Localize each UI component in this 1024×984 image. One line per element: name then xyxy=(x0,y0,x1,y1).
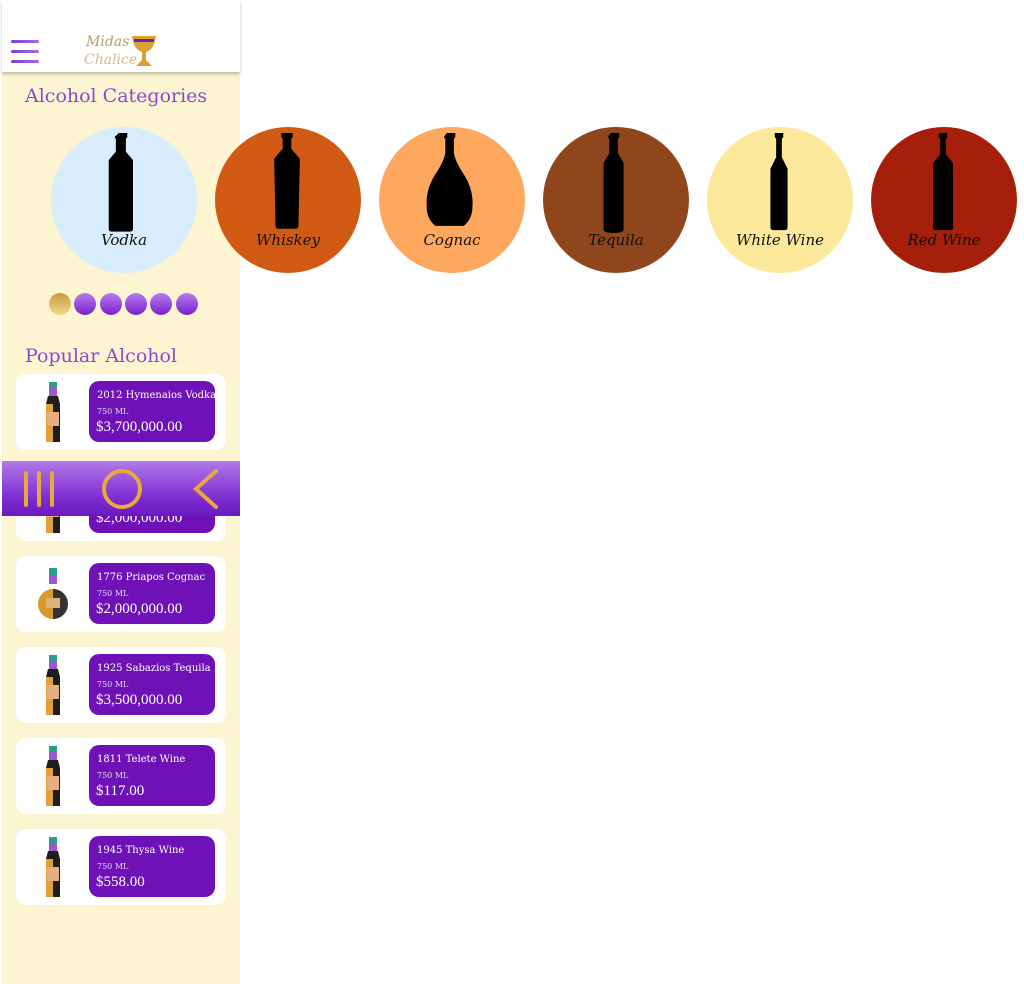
bottle-icon xyxy=(770,133,788,231)
recent-apps-icon[interactable] xyxy=(22,469,58,509)
product-volume: 750 ML xyxy=(97,771,129,780)
category-red-wine[interactable]: Red Wine xyxy=(871,127,1017,273)
category-tequila[interactable]: Tequila xyxy=(543,127,689,273)
category-label: Red Wine xyxy=(907,231,981,249)
carousel-dot[interactable] xyxy=(150,293,173,315)
product-info: 1811 Telete Wine 750 ML $117.00 xyxy=(89,745,215,806)
product-info: 2012 Hymenaios Vodka 750 ML $3,700,000.00 xyxy=(89,381,217,442)
midas-chalice-logo[interactable]: Midas Chalice xyxy=(82,30,162,72)
category-label: Vodka xyxy=(100,231,148,249)
category-vodka[interactable]: Vodka xyxy=(51,127,197,273)
category-white-wine[interactable]: White Wine xyxy=(707,127,853,273)
carousel-dot[interactable] xyxy=(74,293,97,315)
carousel-dot[interactable] xyxy=(124,293,147,315)
product-name: 1925 Sabazios Tequila xyxy=(97,663,211,674)
system-nav-bar xyxy=(2,461,240,516)
product-volume: 750 ML xyxy=(97,680,129,689)
product-volume: 750 ML xyxy=(97,589,129,598)
carousel-dot[interactable] xyxy=(49,293,71,315)
product-volume: 750 ML xyxy=(97,407,129,416)
product-price: $558.00 xyxy=(96,874,145,890)
product-card[interactable]: 1776 Priapos Cognac 750 ML $2,000,000.00 xyxy=(16,556,226,632)
product-name: 1811 Telete Wine xyxy=(97,754,186,765)
bottle-icon xyxy=(426,133,473,226)
category-whiskey[interactable]: Whiskey xyxy=(215,127,361,273)
product-image xyxy=(46,655,60,715)
product-card[interactable]: 2012 Hymenaios Vodka 750 ML $3,700,000.00 xyxy=(16,374,226,450)
category-label: White Wine xyxy=(735,231,825,249)
product-price: $3,500,000.00 xyxy=(96,692,183,708)
svg-text:Midas: Midas xyxy=(85,34,129,50)
product-price: $117.00 xyxy=(96,783,145,799)
category-label: Tequila xyxy=(588,231,644,249)
category-cognac[interactable]: Cognac xyxy=(379,127,525,273)
home-circle-icon[interactable] xyxy=(100,469,144,509)
category-label: Cognac xyxy=(423,231,481,249)
product-price: $2,000,000.00 xyxy=(96,601,183,617)
product-volume: 750 ML xyxy=(97,862,129,871)
bottle-icon xyxy=(933,133,953,231)
product-name: 1776 Priapos Cognac xyxy=(97,572,206,583)
svg-text:Chalice: Chalice xyxy=(84,52,137,68)
bottle-icon xyxy=(274,133,300,229)
product-info: 1925 Sabazios Tequila 750 ML $3,500,000.00 xyxy=(89,654,215,715)
product-price: $3,700,000.00 xyxy=(96,419,183,435)
product-image xyxy=(38,568,68,619)
back-chevron-icon[interactable] xyxy=(192,469,222,509)
product-info: 1945 Thysa Wine 750 ML $558.00 xyxy=(89,836,215,897)
product-name: 1945 Thysa Wine xyxy=(97,845,185,856)
carousel-dot[interactable] xyxy=(99,293,122,315)
carousel-dot[interactable] xyxy=(175,293,198,315)
bottle-icon xyxy=(108,133,133,232)
product-card[interactable]: 1925 Sabazios Tequila 750 ML $3,500,000.00 xyxy=(16,647,226,723)
hamburger-icon[interactable] xyxy=(11,40,39,66)
product-info: 1776 Priapos Cognac 750 ML $2,000,000.00 xyxy=(89,563,215,624)
product-name: 2012 Hymenaios Vodka xyxy=(97,390,217,401)
product-image xyxy=(46,746,60,806)
categories-title: Alcohol Categories xyxy=(25,85,208,107)
product-image xyxy=(46,837,60,897)
app-header: Midas Chalice xyxy=(2,0,240,72)
product-card[interactable]: 1811 Telete Wine 750 ML $117.00 xyxy=(16,738,226,814)
popular-title: Popular Alcohol xyxy=(25,345,178,367)
product-image xyxy=(46,382,60,442)
category-label: Whiskey xyxy=(255,231,320,249)
product-card[interactable]: 1945 Thysa Wine 750 ML $558.00 xyxy=(16,829,226,905)
bottle-icon xyxy=(603,133,624,233)
